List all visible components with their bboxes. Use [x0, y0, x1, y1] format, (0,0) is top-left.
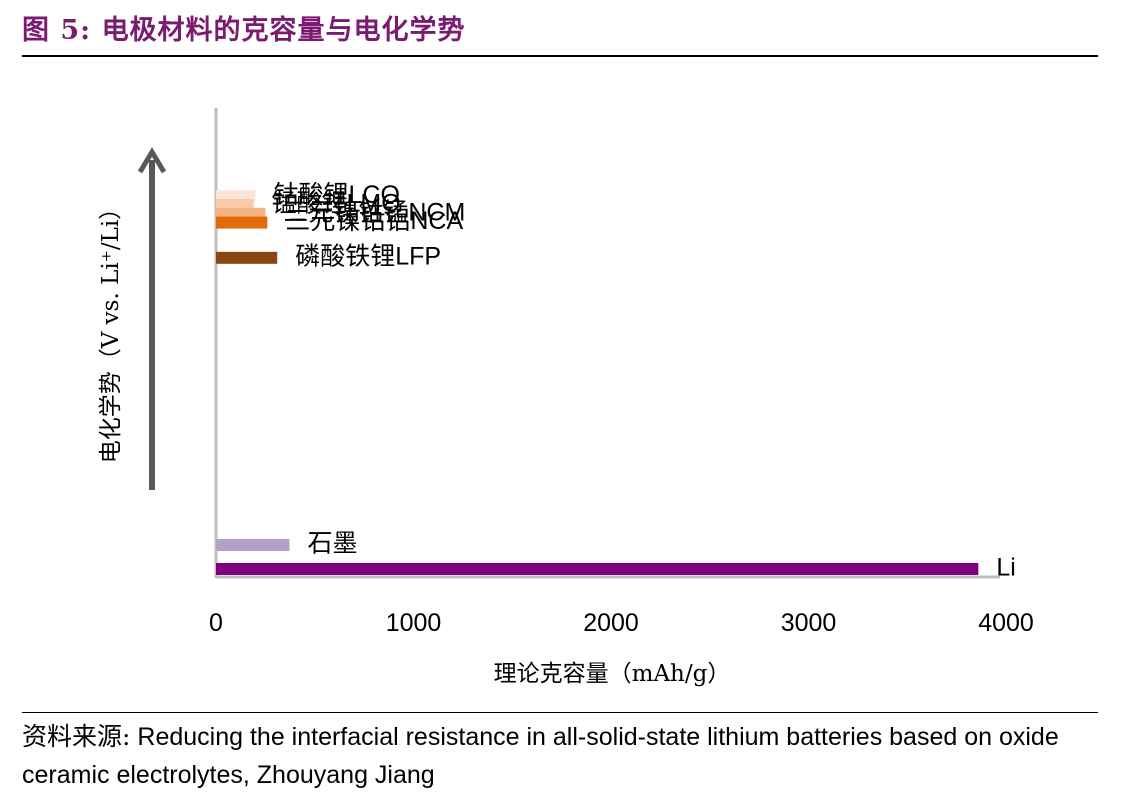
bar-4 — [216, 251, 278, 264]
figure-title-text: 电极材料的克容量与电化学势 — [101, 15, 466, 46]
figure-number: 图 5: — [22, 15, 92, 46]
bar-3 — [216, 216, 268, 229]
bar-5 — [216, 539, 290, 551]
x-tick-label-0: 0 — [209, 609, 223, 637]
bar-label-3: 三元镍钴铝NCA — [285, 207, 463, 235]
bar-label-0: 钴酸锂LCO — [274, 181, 400, 209]
x-tick-label-2: 2000 — [583, 609, 639, 637]
x-tick-label-1: 1000 — [386, 609, 442, 637]
source-text: Reducing the interfacial resistance in a… — [22, 723, 1059, 789]
bar-label-5: 石墨 — [307, 530, 357, 558]
x-tick-label-4: 4000 — [978, 609, 1034, 637]
y-axis-title: 电化学势（V vs. Li⁺/Li） — [98, 197, 124, 464]
potential-arrow-head — [137, 147, 167, 174]
potential-arrow — [137, 147, 167, 490]
bar-label-6: Li — [996, 554, 1015, 582]
bar-label-1: 锰酸锂LMO — [272, 190, 401, 218]
source-note: 资料来源: Reducing the interfacial resistanc… — [22, 718, 1102, 794]
bar-label-4: 磷酸铁锂LFP — [295, 242, 441, 270]
chart: 电化学势（V vs. Li⁺/Li） 钴酸锂LCO锰酸锂LMO三元镍钴锰NCM三… — [98, 108, 1034, 687]
x-ticks-group: 0 1000 2000 3000 4000 — [209, 609, 1034, 637]
bar-6 — [216, 563, 979, 575]
source-label: 资料来源: — [22, 722, 131, 751]
bottom-rule — [22, 712, 1098, 713]
top-rule — [22, 55, 1098, 57]
x-axis-title: 理论克容量（mAh/g） — [494, 661, 731, 687]
x-tick-label-3: 3000 — [781, 609, 837, 637]
bar-label-2: 三元镍钴锰NCM — [283, 198, 465, 226]
figure-title: 图 5: 电极材料的克容量与电化学势 — [22, 8, 466, 47]
